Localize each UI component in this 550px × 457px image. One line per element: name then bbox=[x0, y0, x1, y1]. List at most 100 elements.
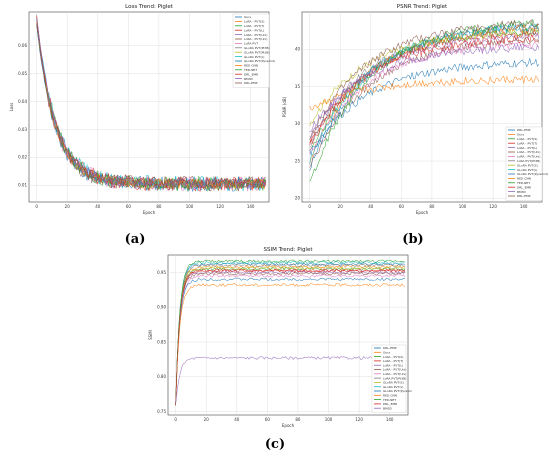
x-tick-label: 40 bbox=[95, 204, 101, 209]
series-line bbox=[309, 34, 540, 146]
x-tick-label: 20 bbox=[204, 417, 210, 422]
series-line bbox=[309, 41, 540, 154]
legend-box bbox=[232, 13, 270, 88]
legend-entry: LoRA - PVT(Uni) bbox=[517, 150, 540, 154]
x-tick-label: 100 bbox=[186, 204, 194, 209]
x-tick-label: 140 bbox=[247, 204, 255, 209]
plot-area bbox=[167, 254, 409, 416]
chart-title: SSIM Trend: Piglet bbox=[263, 247, 313, 253]
legend-entry: LoRA - PVT(T) bbox=[383, 359, 403, 363]
legend-entry: LoRA - PVT(L) bbox=[383, 363, 403, 367]
legend-entry: LoRA - PVT(Uni) bbox=[244, 37, 267, 41]
y-tick-label: 0.05 bbox=[18, 71, 27, 76]
x-axis-label: Epoch bbox=[143, 210, 156, 215]
legend-entry: DRL-EMP bbox=[244, 81, 258, 85]
legend-entry: LoRA - PVT(S) bbox=[244, 20, 264, 24]
y-tick-label: 0.90 bbox=[157, 305, 166, 310]
y-tick-label: 0.80 bbox=[157, 374, 166, 379]
ssim-chart-panel: SSIM Trend: Piglet 0 20 40 60 80 100 120 140 0.75… bbox=[140, 245, 414, 433]
legend-entry: LoRA - PVT(Uni) bbox=[383, 372, 406, 376]
legend-entry: TED-NET bbox=[516, 181, 530, 185]
legend-entry: GLoRA PVT(L) bbox=[244, 55, 264, 59]
y-tick-label: 0.03 bbox=[18, 127, 27, 132]
legend-entry: LoRA PVT bbox=[244, 42, 258, 46]
caption-c: (c) bbox=[264, 437, 286, 452]
legend-entry: RED CNN bbox=[517, 177, 531, 181]
x-tick-label: 40 bbox=[234, 417, 240, 422]
series-line bbox=[175, 274, 406, 404]
legend-entry: LoRA - PVT(T) bbox=[517, 141, 537, 145]
y-tick-label: 0.01 bbox=[18, 183, 27, 188]
legend-entry: GLoRA PVT(L) bbox=[383, 385, 403, 389]
y-tick-label: 0.95 bbox=[157, 270, 166, 275]
legend-entry: LoRA - PVT(Uni) bbox=[244, 33, 267, 37]
x-tick-label: 80 bbox=[429, 204, 435, 209]
series-line bbox=[175, 269, 406, 405]
series-line bbox=[175, 283, 405, 406]
legend-entry: DRL_EMR bbox=[244, 72, 258, 76]
legend-entry: DRL_EMR bbox=[383, 402, 397, 406]
y-tick-label: 25 bbox=[295, 158, 301, 163]
y-axis-label: Loss bbox=[9, 103, 14, 112]
x-tick-label: 100 bbox=[459, 204, 467, 209]
legend-entry: GLoRA PVT(Pt3B) bbox=[244, 50, 270, 54]
series-line bbox=[36, 15, 267, 190]
x-tick-label: 0 bbox=[35, 204, 38, 209]
caption-b: (b) bbox=[402, 232, 424, 247]
y-tick-label: 0.85 bbox=[157, 339, 166, 344]
psnr-chart: PSNR Trend: Piglet 0 20 40 60 80 100 120 140 20 25… bbox=[282, 4, 548, 215]
series-line bbox=[36, 17, 267, 190]
x-tick-label: 120 bbox=[355, 417, 363, 422]
x-tick-label: 140 bbox=[520, 204, 528, 209]
legend-entry: BM3D bbox=[244, 77, 254, 81]
y-axis-label: SSIM bbox=[148, 330, 153, 340]
y-tick-label: 20 bbox=[295, 196, 301, 201]
legend-entry: Ours bbox=[244, 15, 251, 19]
legend-entry: TED-NET bbox=[243, 68, 257, 72]
series-line bbox=[36, 18, 267, 192]
y-tick-label: 0.06 bbox=[18, 43, 27, 48]
ssim-chart: SSIM Trend: Piglet 0 20 40 60 80 100 120 140 0.75… bbox=[148, 247, 414, 428]
legend-entry: GLoRA PVT(Pyramid) bbox=[517, 172, 548, 176]
series-line bbox=[309, 23, 540, 165]
legend-entry: LoRA - PVT(T) bbox=[244, 24, 264, 28]
legend-entry: Ours bbox=[383, 351, 390, 355]
x-tick-label: 80 bbox=[295, 417, 301, 422]
series-line bbox=[175, 356, 406, 404]
series-line bbox=[175, 266, 405, 404]
legend-entry: TED-NET bbox=[382, 398, 396, 402]
series-line bbox=[175, 277, 405, 404]
loss-chart: Loss Trend: Piglet 0 20 40 60 80 100 120 140 0.01… bbox=[9, 4, 275, 215]
legend-entry: GLoRA PVT(Pt3B) bbox=[244, 46, 270, 50]
x-tick-label: 80 bbox=[156, 204, 162, 209]
loss-chart-panel: Loss Trend: Piglet 0 20 40 60 80 100 120 140 0.01… bbox=[5, 2, 275, 224]
x-axis-label: Epoch bbox=[282, 423, 295, 428]
series-line bbox=[175, 271, 406, 406]
y-tick-label: 0.02 bbox=[18, 155, 27, 160]
series-line bbox=[309, 18, 540, 182]
legend-entry: LoRA - PVT(Uni) bbox=[383, 368, 406, 372]
x-tick-label: 60 bbox=[265, 417, 271, 422]
legend-entry: Ours bbox=[517, 133, 524, 137]
series-line bbox=[309, 31, 540, 139]
legend-box bbox=[505, 126, 543, 201]
legend-entry: LoRA - PVT(L) bbox=[244, 28, 264, 32]
legend-entry: LoRA - PVT(L) bbox=[517, 146, 537, 150]
psnr-chart-panel: PSNR Trend: Piglet 0 20 40 60 80 100 120 140 20 25… bbox=[280, 2, 548, 224]
y-axis-label: PSNR (dB) bbox=[282, 96, 287, 117]
legend-entry: DRL_EMR bbox=[517, 185, 531, 189]
legend-entry: GLoRA PVT(S) bbox=[517, 163, 538, 167]
legend-entry: RED CNN bbox=[244, 64, 258, 68]
x-tick-label: 100 bbox=[325, 417, 333, 422]
x-tick-label: 120 bbox=[216, 204, 224, 209]
legend-entry: LoRA PVT(Pt3B) bbox=[383, 376, 406, 380]
legend-entry: DRL-EMP bbox=[517, 194, 531, 198]
legend-entry: LoRA PVT(Pt3B) bbox=[517, 159, 540, 163]
y-tick-label: 30 bbox=[295, 121, 301, 126]
series-line bbox=[175, 260, 405, 406]
legend-entry: BM3D bbox=[383, 406, 393, 410]
y-tick-label: 0.04 bbox=[18, 99, 27, 104]
legend-entry: RED CNN bbox=[383, 394, 397, 398]
series-line bbox=[175, 263, 406, 406]
series-line bbox=[175, 259, 405, 404]
